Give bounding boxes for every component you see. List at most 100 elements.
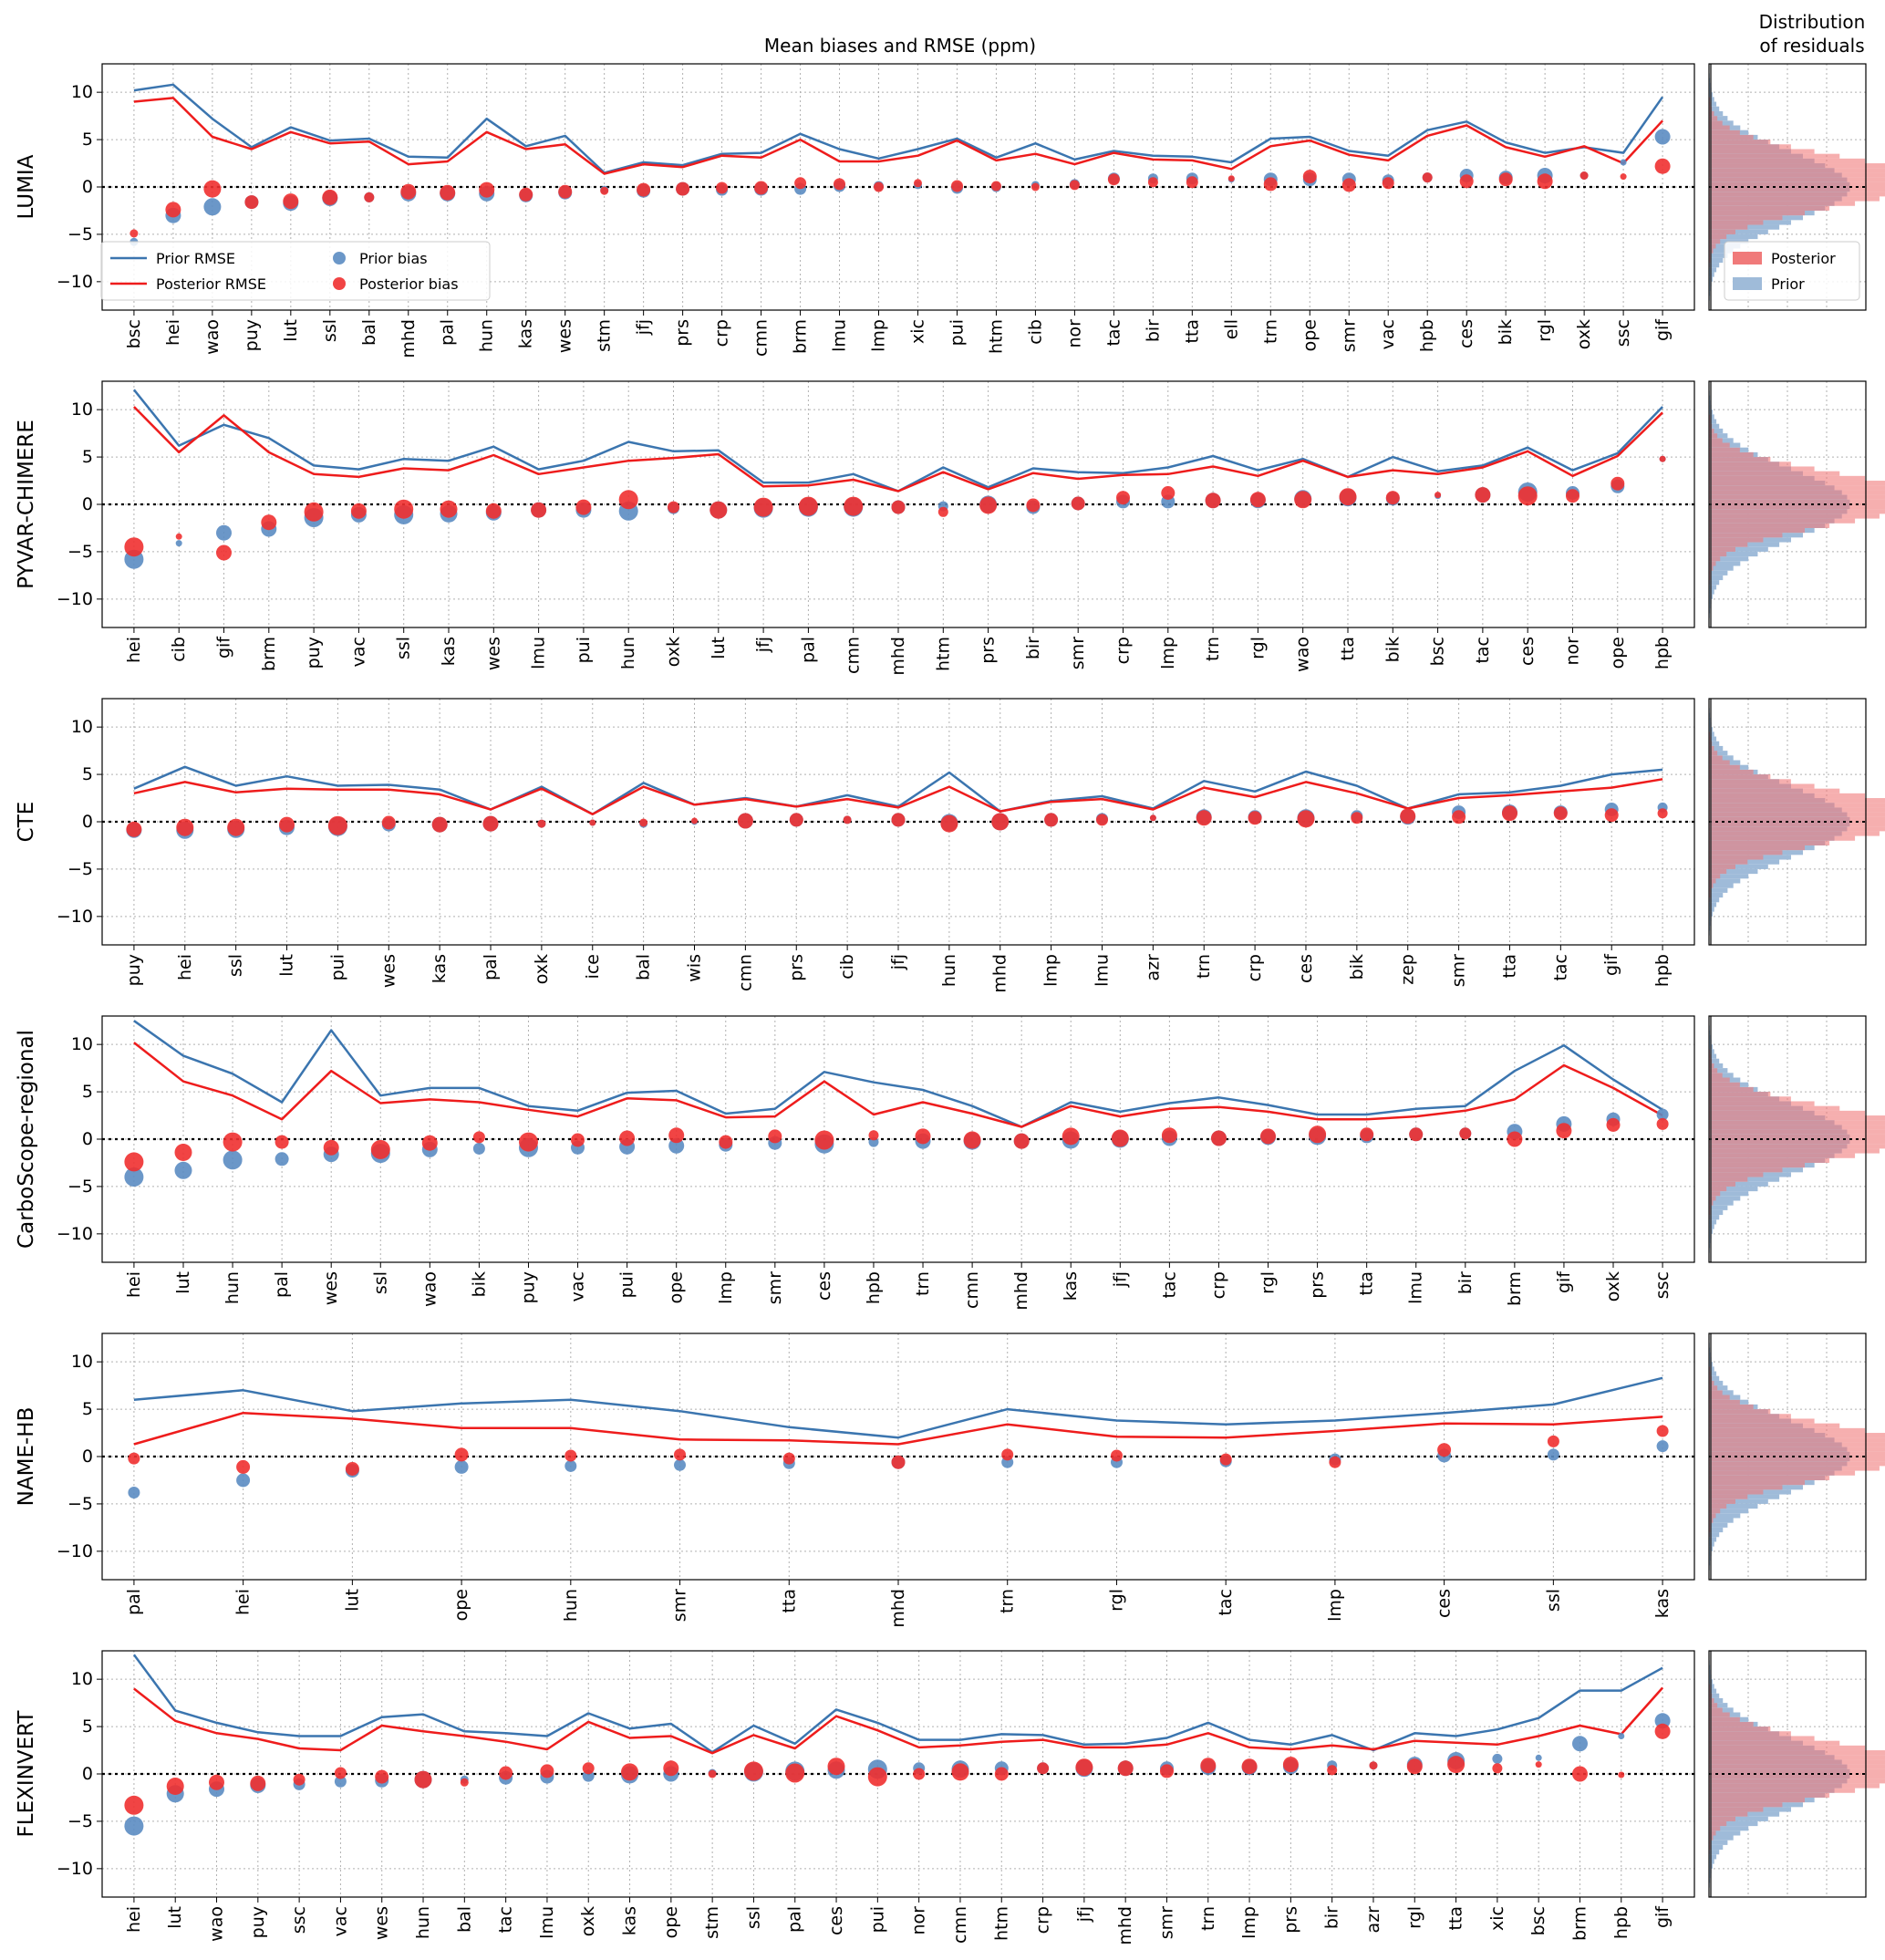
- posterior-bias-point: [283, 193, 299, 210]
- prior-rmse-line: [133, 1376, 1663, 1439]
- station-label: kas: [620, 1906, 640, 1935]
- station-label: oxk: [664, 637, 684, 667]
- station-label: vac: [1378, 319, 1398, 349]
- hist-bar-prior: [1709, 741, 1720, 746]
- posterior-bias-point: [129, 229, 139, 238]
- hist-bar-posterior: [1709, 158, 1866, 164]
- station-label: lmp: [1325, 1589, 1345, 1622]
- hist-bar-prior: [1709, 868, 1758, 875]
- hist-bar-posterior: [1709, 537, 1764, 543]
- prior-bias-point: [223, 1150, 243, 1170]
- posterior-bias-point: [868, 1130, 879, 1141]
- hist-bar-posterior: [1709, 177, 1885, 182]
- station-label: ope: [451, 1589, 471, 1621]
- station-label: kas: [430, 954, 450, 983]
- posterior-bias-point: [1437, 1443, 1452, 1457]
- hist-bar-prior: [1709, 1186, 1758, 1192]
- hist-bar-prior: [1709, 892, 1724, 898]
- hist-bar-prior: [1709, 1522, 1728, 1528]
- model-label: FLEXINVERT: [15, 1710, 38, 1838]
- main-axes-frame: [101, 698, 1695, 946]
- hist-bar-posterior: [1709, 1395, 1730, 1400]
- station-label: wes: [555, 319, 575, 353]
- station-label: tta: [1338, 637, 1358, 661]
- hist-bar-posterior: [1709, 1053, 1711, 1059]
- posterior-bias-point: [454, 1447, 469, 1462]
- posterior-bias-point: [1111, 1129, 1129, 1147]
- station-label: lut: [165, 1906, 185, 1929]
- hist-bar-posterior: [1709, 1092, 1771, 1097]
- prior-bias-point: [472, 1142, 485, 1155]
- station-label: smr: [1339, 319, 1359, 352]
- posterior-bias-point: [1026, 498, 1041, 513]
- hist-bar-posterior: [1709, 1414, 1791, 1419]
- prior-bias-point: [124, 1167, 144, 1187]
- hist-bar-posterior: [1709, 1750, 1885, 1756]
- posterior-bias-point: [582, 1762, 595, 1775]
- posterior-bias-point: [126, 821, 142, 837]
- hist-bar-posterior: [1709, 1442, 1885, 1447]
- hist-bar-prior: [1709, 1537, 1717, 1542]
- station-label: mhd: [888, 637, 908, 676]
- y-tick-label: 5: [82, 1082, 93, 1102]
- hist-bar-posterior: [1709, 1186, 1727, 1192]
- hist-bar-prior: [1709, 1239, 1711, 1244]
- legend-prior-bias: Prior bias: [359, 250, 428, 267]
- hist-bar-prior: [1709, 731, 1714, 737]
- y-tick-label: 10: [71, 1352, 93, 1372]
- posterior-bias-point: [1502, 805, 1517, 822]
- hist-bar-posterior: [1709, 1371, 1711, 1376]
- posterior-rmse-line: [133, 406, 1663, 493]
- hist-bar-prior: [1709, 561, 1741, 566]
- hist-bar-posterior: [1709, 1423, 1840, 1428]
- posterior-bias-point: [754, 181, 769, 195]
- posterior-bias-point: [1385, 491, 1400, 505]
- hist-bar-posterior: [1709, 224, 1748, 230]
- hist-bar-posterior: [1709, 1125, 1885, 1130]
- posterior-bias-point: [176, 818, 194, 836]
- hist-bar-prior: [1709, 101, 1717, 107]
- panel-cte: puy hei ssl lut pui wes kas pal oxk ice bal wis cmn p…: [15, 698, 1885, 993]
- posterior-bias-point: [708, 1769, 717, 1779]
- hist-bar-prior: [1709, 272, 1714, 277]
- hist-bar-posterior: [1709, 1385, 1718, 1391]
- hist-bar-posterior: [1709, 1688, 1711, 1694]
- hist-bar-prior: [1709, 902, 1717, 907]
- posterior-bias-point: [236, 1459, 251, 1474]
- hist-bar-posterior: [1709, 229, 1735, 234]
- dist-title-line1: Distribution: [1759, 11, 1866, 33]
- station-label: gif: [214, 636, 234, 659]
- hist-legend-posterior-swatch: [1733, 252, 1762, 264]
- posterior-bias-point: [279, 816, 295, 833]
- posterior-bias-point: [891, 813, 906, 827]
- posterior-bias-point: [1263, 177, 1278, 192]
- hist-bar-prior: [1709, 1375, 1720, 1381]
- station-label: mhd: [888, 1589, 908, 1628]
- station-label: lmp: [716, 1271, 736, 1304]
- hist-bar-posterior: [1709, 196, 1880, 202]
- hist-bar-posterior: [1709, 1755, 1885, 1760]
- station-label: smr: [1449, 954, 1469, 987]
- y-tick-label: 10: [71, 1034, 93, 1054]
- station-label: hpb: [864, 1271, 884, 1304]
- hist-bar-posterior: [1709, 172, 1885, 178]
- posterior-bias-point: [794, 177, 807, 190]
- hist-bar-prior: [1709, 419, 1717, 424]
- station-label: wes: [321, 1271, 341, 1305]
- hist-bar-prior: [1709, 1196, 1741, 1201]
- posterior-bias-point: [951, 1763, 969, 1781]
- hist-bar-posterior: [1709, 1494, 1748, 1499]
- posterior-bias-point: [668, 501, 679, 513]
- station-label: cmn: [962, 1271, 982, 1309]
- hist-bar-posterior: [1709, 518, 1856, 524]
- panel-lumia: bsc hei wao puy lut ssl bal mhd pal hun kas wes stm j…: [15, 63, 1885, 358]
- hist-bar-posterior: [1709, 1172, 1764, 1177]
- hist-bar-prior: [1709, 263, 1720, 268]
- prior-bias-point: [1656, 1108, 1669, 1121]
- posterior-bias-point: [1117, 1760, 1134, 1777]
- station-label: bal: [634, 954, 654, 980]
- posterior-bias-point: [963, 1131, 981, 1149]
- hist-bar-posterior: [1709, 546, 1735, 552]
- posterior-bias-point: [913, 1768, 926, 1780]
- hist-bar-prior: [1709, 428, 1724, 434]
